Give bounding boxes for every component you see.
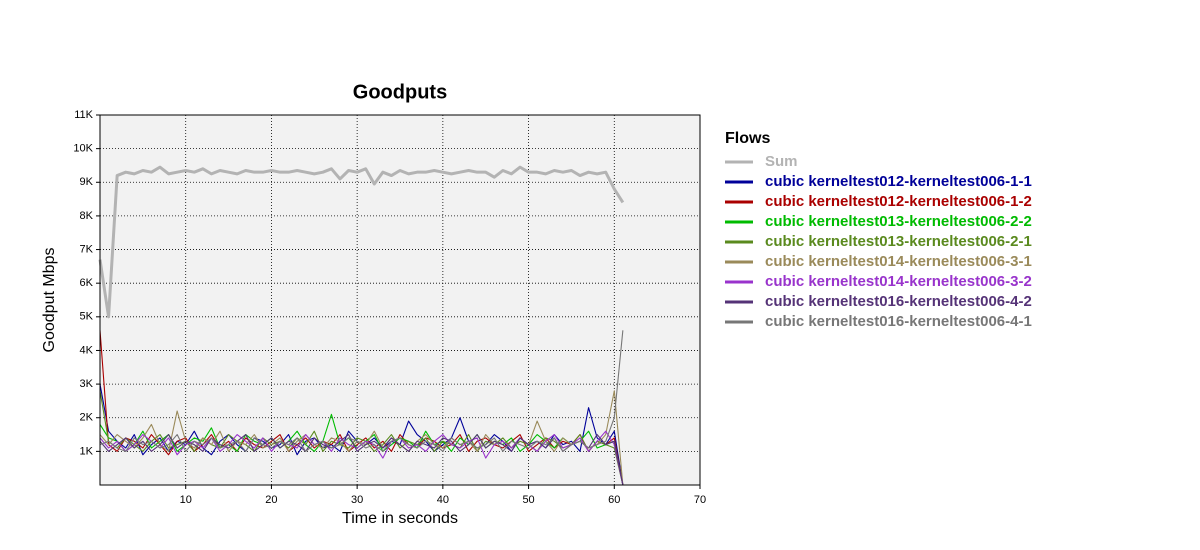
lines — [98, 165, 625, 486]
y-tick-label: 11K — [74, 109, 93, 121]
x-tick-label: 30 — [351, 494, 363, 506]
x-axis-label: Time in seconds — [342, 510, 458, 527]
y-tick-label: 1K — [80, 445, 94, 457]
y-tick-label: 7K — [80, 243, 94, 255]
legend-label: cubic kerneltest014-kerneltest006-3-1 — [765, 253, 1032, 270]
series-line — [99, 330, 624, 452]
x-tick-label: 10 — [180, 494, 192, 506]
legend: Sum cubic kerneltest012-kerneltest006-1-1… — [725, 153, 1032, 330]
series-line — [99, 330, 624, 486]
legend-label: cubic kerneltest013-kerneltest006-2-1 — [765, 233, 1032, 250]
legend-label: Sum — [765, 153, 798, 170]
grid: 1K 2K 3K 4K 5K 6K 7K 8K 9K 10K 11K 10 20 30 40 50 60 70 — [73, 109, 706, 506]
plot-frame — [99, 114, 701, 486]
x-tick-label: 40 — [437, 494, 449, 506]
y-tick-label: 6K — [80, 277, 94, 289]
y-tick-label: 3K — [80, 378, 94, 390]
series-line — [98, 165, 625, 319]
plot-background — [100, 115, 700, 485]
legend-label: cubic kerneltest012-kerneltest006-1-1 — [765, 173, 1032, 190]
legend-label: cubic kerneltest016-kerneltest006-4-2 — [765, 293, 1032, 310]
legend-label: cubic kerneltest014-kerneltest006-3-2 — [765, 273, 1032, 290]
y-tick-label: 10K — [73, 143, 93, 155]
y-tick-label: 4K — [80, 344, 94, 356]
x-tick-label: 60 — [608, 494, 620, 506]
x-tick-label: 50 — [522, 494, 534, 506]
legend-label: cubic kerneltest016-kerneltest006-4-1 — [765, 313, 1032, 330]
y-tick-label: 8K — [80, 210, 94, 222]
legend-title: Flows — [725, 130, 770, 147]
chart-title: Goodputs — [353, 81, 447, 103]
x-tick-label: 20 — [265, 494, 277, 506]
legend-label: cubic kerneltest012-kerneltest006-1-2 — [765, 193, 1032, 210]
y-tick-label: 9K — [80, 176, 94, 188]
y-tick-label: 5K — [80, 311, 94, 323]
y-tick-label: 2K — [80, 412, 94, 424]
legend-label: cubic kerneltest013-kerneltest006-2-2 — [765, 213, 1032, 230]
x-tick-label: 70 — [694, 494, 706, 506]
y-axis-label: Goodput Mbps — [41, 248, 58, 353]
